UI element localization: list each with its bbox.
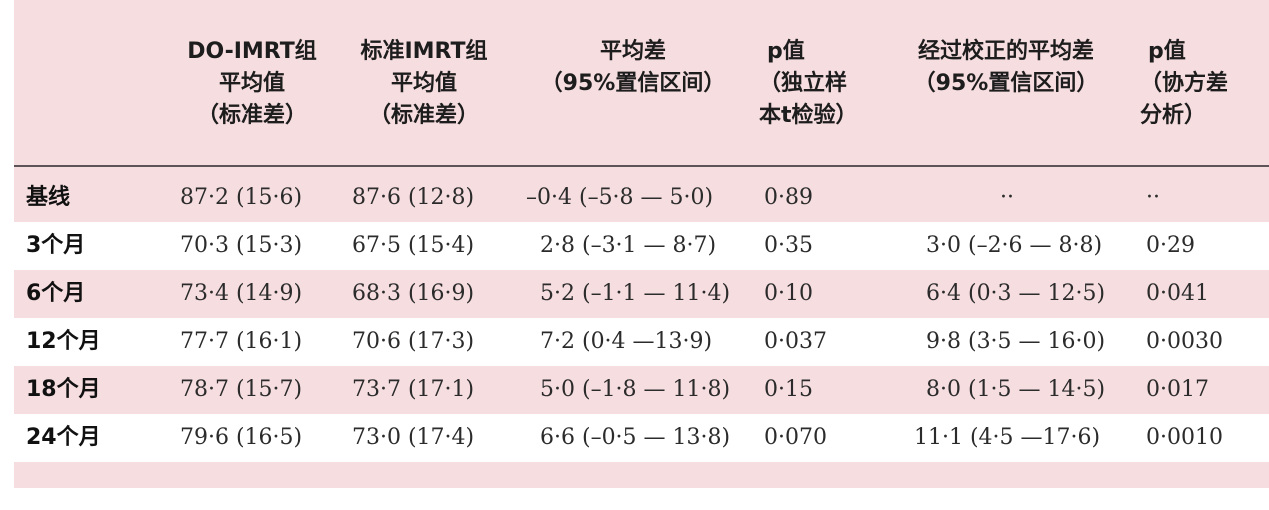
row-label: 12个月 — [26, 318, 101, 366]
table-row-3-months: 3个月 70·3 (15·3) 67·5 (15·4) 2·8 (–3·1 — … — [14, 222, 1269, 270]
std-imrt-value: 73·0 (17·4) — [352, 414, 474, 462]
row-label: 6个月 — [26, 270, 85, 318]
p-ancova-value: 0·017 — [1146, 366, 1209, 414]
std-imrt-value: 87·6 (12·8) — [352, 174, 474, 222]
table-row-12-months: 12个月 77·7 (16·1) 70·6 (17·3) 7·2 (0·4 —1… — [14, 318, 1269, 366]
p-ancova-value: 0·29 — [1146, 222, 1195, 270]
table-row-baseline: 基线 87·2 (15·6) 87·6 (12·8) –0·4 (–5·8 — … — [14, 174, 1269, 222]
p-ttest-value: 0·35 — [764, 222, 813, 270]
mean-diff-value: 7·2 (0·4 —13·9) — [540, 318, 712, 366]
adjusted-diff-value: 8·0 (1·5 — 14·5) — [926, 366, 1105, 414]
p-ttest-value: 0·10 — [764, 270, 813, 318]
results-table: DO-IMRT组 平均值 （标准差） 标准IMRT组 平均值 （标准差） 平均差… — [14, 0, 1269, 488]
p-ancova-value: ·· — [1146, 174, 1160, 222]
do-imrt-value: 77·7 (16·1) — [180, 318, 302, 366]
std-imrt-value: 70·6 (17·3) — [352, 318, 474, 366]
p-ancova-value: 0·041 — [1146, 270, 1209, 318]
adjusted-diff-value: ·· — [1000, 174, 1014, 222]
std-imrt-value: 67·5 (15·4) — [352, 222, 474, 270]
mean-diff-value: 5·0 (–1·8 — 11·8) — [540, 366, 730, 414]
p-ttest-value: 0·070 — [764, 414, 827, 462]
mean-diff-value: 6·6 (–0·5 — 13·8) — [540, 414, 730, 462]
row-label: 基线 — [26, 174, 70, 222]
row-label: 24个月 — [26, 414, 101, 462]
do-imrt-value: 87·2 (15·6) — [180, 174, 302, 222]
header-divider — [14, 165, 1269, 167]
header-p-ttest: p值 （独立样 本t检验） — [759, 36, 879, 132]
adjusted-diff-value: 9·8 (3·5 — 16·0) — [926, 318, 1105, 366]
std-imrt-value: 73·7 (17·1) — [352, 366, 474, 414]
table-row-6-months: 6个月 73·4 (14·9) 68·3 (16·9) 5·2 (–1·1 — … — [14, 270, 1269, 318]
do-imrt-value: 70·3 (15·3) — [180, 222, 302, 270]
header-p-ancova: p值 （协方差 分析） — [1140, 36, 1260, 132]
adjusted-diff-value: 6·4 (0·3 — 12·5) — [926, 270, 1105, 318]
row-label: 18个月 — [26, 366, 101, 414]
row-label: 3个月 — [26, 222, 85, 270]
do-imrt-value: 79·6 (16·5) — [180, 414, 302, 462]
header-mean-diff: 平均差 （95%置信区间） — [528, 36, 738, 100]
header-adjusted-mean-diff: 经过校正的平均差 （95%置信区间） — [896, 36, 1116, 100]
p-ttest-value: 0·037 — [764, 318, 827, 366]
mean-diff-value: –0·4 (–5·8 — 5·0) — [526, 174, 713, 222]
table-row-18-months: 18个月 78·7 (15·7) 73·7 (17·1) 5·0 (–1·8 —… — [14, 366, 1269, 414]
table-header: DO-IMRT组 平均值 （标准差） 标准IMRT组 平均值 （标准差） 平均差… — [14, 0, 1269, 166]
do-imrt-value: 73·4 (14·9) — [180, 270, 302, 318]
std-imrt-value: 68·3 (16·9) — [352, 270, 474, 318]
mean-diff-value: 5·2 (–1·1 — 11·4) — [540, 270, 730, 318]
p-ancova-value: 0·0010 — [1146, 414, 1223, 462]
header-std-imrt-mean: 标准IMRT组 平均值 （标准差） — [344, 36, 504, 132]
p-ancova-value: 0·0030 — [1146, 318, 1223, 366]
p-ttest-value: 0·89 — [764, 174, 813, 222]
do-imrt-value: 78·7 (15·7) — [180, 366, 302, 414]
adjusted-diff-value: 11·1 (4·5 —17·6) — [914, 414, 1100, 462]
mean-diff-value: 2·8 (–3·1 — 8·7) — [540, 222, 716, 270]
table-row-24-months: 24个月 79·6 (16·5) 73·0 (17·4) 6·6 (–0·5 —… — [14, 414, 1269, 462]
adjusted-diff-value: 3·0 (–2·6 — 8·8) — [926, 222, 1102, 270]
p-ttest-value: 0·15 — [764, 366, 813, 414]
header-do-imrt-mean: DO-IMRT组 平均值 （标准差） — [172, 36, 332, 132]
